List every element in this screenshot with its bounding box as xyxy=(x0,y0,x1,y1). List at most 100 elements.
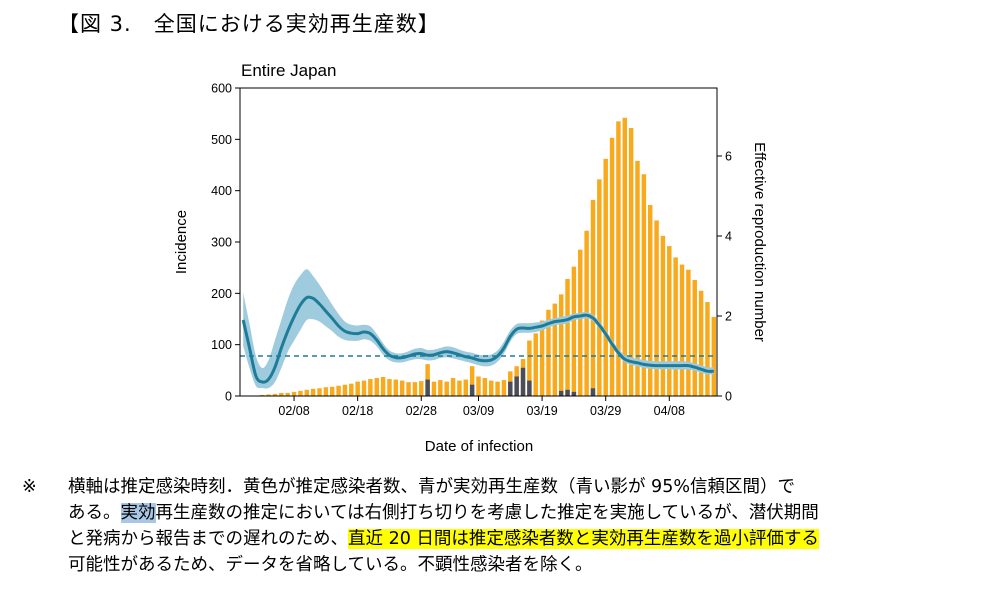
left-tick-label: 0 xyxy=(225,390,232,404)
incidence-bar xyxy=(686,269,691,396)
note-line-2: ある。実効再生産数の推定においては右側打ち切りを考慮した推定を実施しているが、潜… xyxy=(68,500,983,526)
incidence-bar xyxy=(298,390,303,396)
incidence-bar xyxy=(399,380,405,396)
x-axis-label: Date of infection xyxy=(425,438,533,455)
x-axis: 02/08 02/18 02/28 03/09 03/19 03/29 04/08 xyxy=(278,396,685,418)
incidence-bar xyxy=(412,382,418,396)
left-axis: 0 100 200 300 400 500 600 xyxy=(211,82,240,404)
incidence-bar xyxy=(565,278,570,396)
incidence-bar xyxy=(342,384,348,396)
incidence-bar xyxy=(329,386,335,396)
incidence-bar xyxy=(705,302,710,396)
incidence-bar xyxy=(361,380,367,396)
incidence-bar xyxy=(310,388,316,396)
incidence-bar xyxy=(482,378,488,396)
incidence-bar xyxy=(285,392,290,396)
incidence-bar xyxy=(323,387,329,396)
incidence-bar xyxy=(291,391,297,396)
incidence-bar xyxy=(533,333,538,396)
incidence-bar xyxy=(495,381,500,396)
incidence-bar xyxy=(304,389,310,396)
incidence-bar xyxy=(647,205,653,396)
other-bar xyxy=(469,384,475,396)
highlighted-warning: 直近 20 日間は推定感染者数と実効再生産数を過小評価する xyxy=(348,529,819,549)
incidence-bar xyxy=(374,378,379,396)
incidence-bar xyxy=(349,383,354,396)
other-bar xyxy=(514,376,519,396)
incidence-bar xyxy=(260,394,265,396)
incidence-bar xyxy=(539,320,545,396)
incidence-bar xyxy=(431,381,437,396)
x-tick-label: 04/08 xyxy=(654,404,685,418)
incidence-bar xyxy=(571,266,577,396)
note-line-3-start: と発病から報告までの遅れのため、 xyxy=(68,529,348,549)
rt-line xyxy=(241,295,714,384)
incidence-bar xyxy=(609,137,615,396)
incidence-bar xyxy=(317,388,322,396)
selected-text[interactable]: 実効 xyxy=(120,503,156,523)
incidence-bar xyxy=(578,249,583,396)
x-tick-label: 02/28 xyxy=(406,404,437,418)
incidence-rt-chart: 0 100 200 300 400 500 600 0 2 4 6 02/08 02/18 02/28… xyxy=(173,61,768,455)
incidence-bar xyxy=(457,380,462,396)
x-tick-label: 02/18 xyxy=(342,404,373,418)
chart-title: Entire Japan xyxy=(241,61,336,80)
incidence-bar xyxy=(501,380,507,396)
incidence-bar xyxy=(667,246,672,396)
incidence-bar xyxy=(266,394,271,396)
other-bar xyxy=(565,389,570,396)
incidence-bar xyxy=(635,160,640,396)
incidence-bar xyxy=(711,316,717,396)
other-bar xyxy=(571,391,577,396)
x-tick-label: 02/08 xyxy=(278,404,309,418)
incidence-bar xyxy=(590,199,596,396)
other-bar xyxy=(558,390,564,396)
incidence-bar xyxy=(546,309,551,396)
figure-heading: 【図 3. 全国における実効再生産数】 xyxy=(58,12,440,36)
incidence-bar xyxy=(463,379,469,396)
right-tick-label: 0 xyxy=(725,390,732,404)
incidence-bar xyxy=(597,179,602,396)
incidence-bar xyxy=(692,279,697,396)
incidence-bar xyxy=(622,117,628,397)
incidence-bars xyxy=(247,117,717,397)
left-tick-label: 500 xyxy=(211,133,232,147)
right-tick-label: 2 xyxy=(725,310,732,324)
note-line-1: 横軸は推定感染時刻．黄色が推定感染者数、青が実効再生産数（青い影が 95%信頼区… xyxy=(68,477,795,497)
incidence-bar xyxy=(654,220,659,396)
note-mark: ※ xyxy=(22,477,37,497)
incidence-bar xyxy=(444,381,449,396)
incidence-bar xyxy=(419,381,424,396)
incidence-bar xyxy=(336,385,341,396)
other-bar xyxy=(590,388,596,396)
incidence-bar xyxy=(679,264,685,396)
x-tick-label: 03/29 xyxy=(590,404,621,418)
rt-confidence-band xyxy=(243,269,714,389)
incidence-bar xyxy=(272,393,278,396)
incidence-bar xyxy=(527,340,532,396)
incidence-bar xyxy=(488,380,494,396)
other-bars xyxy=(425,367,596,396)
left-axis-label: Incidence xyxy=(173,210,190,274)
incidence-bar xyxy=(393,379,399,396)
left-tick-label: 200 xyxy=(211,287,232,301)
left-tick-label: 400 xyxy=(211,184,232,198)
incidence-bar xyxy=(355,381,360,396)
right-axis-label: Effective reproduction number xyxy=(751,142,768,342)
right-axis: 0 2 4 6 xyxy=(717,150,732,404)
incidence-bar xyxy=(387,379,392,396)
incidence-bar xyxy=(438,380,443,396)
incidence-bar xyxy=(660,235,666,396)
right-tick-label: 4 xyxy=(725,230,732,244)
incidence-bar xyxy=(603,158,608,396)
note-line-3: と発病から報告までの遅れのため、直近 20 日間は推定感染者数と実効再生産数を過… xyxy=(68,526,983,552)
note-line-2-start: ある。 xyxy=(68,503,121,523)
left-tick-label: 300 xyxy=(211,236,232,250)
incidence-bar xyxy=(450,378,456,396)
note-line-2-end: 再生産数の推定においては右側打ち切りを考慮した推定を実施しているが、潜伏期間 xyxy=(155,503,819,523)
other-bar xyxy=(527,380,532,396)
incidence-bar xyxy=(552,303,558,396)
left-tick-label: 100 xyxy=(211,338,232,352)
other-bar xyxy=(425,379,430,396)
x-tick-label: 03/19 xyxy=(526,404,557,418)
